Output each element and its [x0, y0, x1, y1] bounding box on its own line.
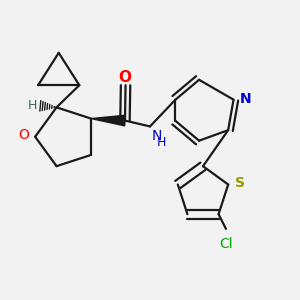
Text: O: O: [118, 70, 131, 85]
Polygon shape: [91, 115, 125, 126]
Text: N: N: [240, 92, 252, 106]
Text: N: N: [152, 129, 162, 143]
Text: O: O: [18, 128, 29, 142]
Text: S: S: [235, 176, 245, 190]
Text: H: H: [157, 136, 166, 149]
Text: H: H: [27, 99, 37, 112]
Text: Cl: Cl: [219, 236, 233, 250]
